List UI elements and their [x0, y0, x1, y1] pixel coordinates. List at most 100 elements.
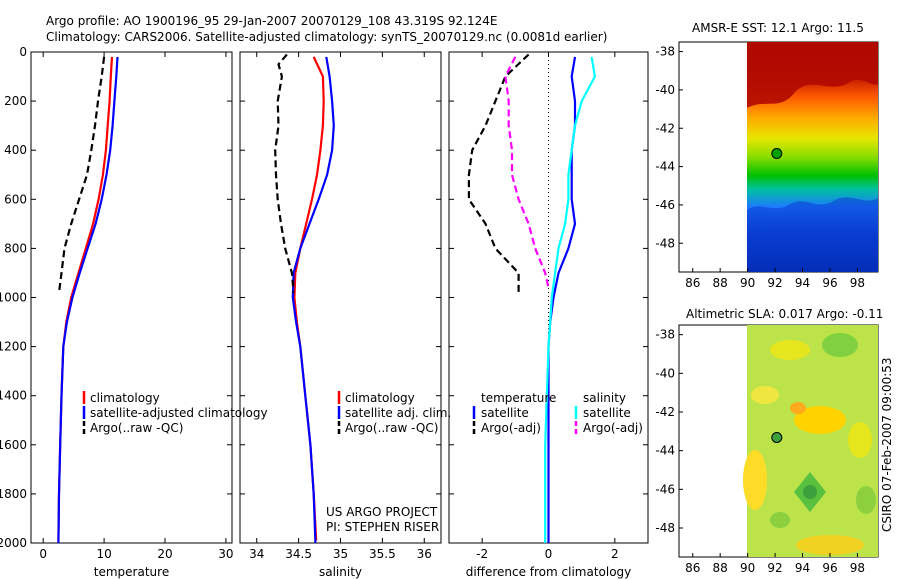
- legend-label-temp-argo: Argo(-adj): [481, 421, 541, 435]
- sla-blob: [770, 512, 790, 528]
- sla-blob: [794, 406, 846, 434]
- x-tick-label: 96: [822, 276, 837, 290]
- x-tick-label: 86: [685, 276, 700, 290]
- legend-label-argo: Argo(..raw -QC): [90, 421, 183, 435]
- x-tick-label: 20: [157, 547, 172, 561]
- x-tick-label: 0: [545, 547, 553, 561]
- x-tick-label: 98: [850, 561, 865, 575]
- salinity-panel: 34 34.5 35 35.5 36 salinity: [239, 51, 442, 579]
- x-tick-label: 36: [417, 547, 432, 561]
- sst-argo-marker: [771, 148, 783, 159]
- plot-frame: [239, 51, 442, 544]
- x-tick-label: 96: [822, 561, 837, 575]
- y-tick-label: -38: [655, 328, 675, 342]
- x-tick-label: 2: [611, 547, 619, 561]
- project-line2: PI: STEPHEN RISER: [326, 520, 439, 534]
- x-tick-label: 35.5: [369, 547, 396, 561]
- y-tick-label: 1000: [0, 291, 27, 305]
- sla-blob: [770, 340, 810, 360]
- sla-blob: [822, 333, 858, 357]
- y-tick-label: -40: [655, 83, 675, 97]
- header-line2: Climatology: CARS2006. Satellite-adjuste…: [46, 30, 607, 44]
- y-tick-label: -48: [655, 236, 675, 250]
- legend-label-satellite: satellite-adjusted climatology: [90, 406, 268, 420]
- salinity-legend: climatology satellite adj. clim. Argo(..…: [337, 391, 451, 435]
- y-tick-label: -42: [655, 405, 675, 419]
- sla-blob: [790, 402, 806, 414]
- sla-blob: [856, 486, 876, 514]
- x-tick-label: 88: [713, 561, 728, 575]
- y-tick-label: 800: [4, 241, 27, 255]
- y-tick-label: 1600: [0, 438, 27, 452]
- header-line1: Argo profile: AO 1900196_95 29-Jan-2007 …: [46, 14, 498, 28]
- sst-front-cold: [747, 197, 878, 272]
- y-tick-label: 1400: [0, 389, 27, 403]
- series-line: [57, 56, 114, 541]
- sla-blob: [743, 450, 767, 510]
- x-tick-label: 94: [795, 276, 810, 290]
- x-axis-label: salinity: [319, 565, 362, 579]
- y-tick-label: -42: [655, 121, 675, 135]
- sla-map-axes: 86 88 90 92 94 96 98 -38 -40 -42 -44 -46 -48: [655, 328, 865, 575]
- plot-frame: [30, 51, 233, 544]
- legend-group-salinity: salinity: [583, 391, 626, 405]
- x-tick-label: 86: [685, 561, 700, 575]
- x-axis-label: temperature: [94, 565, 169, 579]
- y-tick-label: -44: [655, 160, 675, 174]
- x-tick-label: 35: [333, 547, 348, 561]
- x-tick-label: 92: [767, 276, 782, 290]
- series-line: [291, 56, 335, 544]
- series-line: [544, 56, 597, 543]
- sst-map-title: AMSR-E SST: 12.1 Argo: 11.5: [692, 21, 864, 35]
- legend-label-satellite: satellite adj. clim.: [345, 406, 451, 420]
- sla-blob: [796, 535, 864, 555]
- y-tick-label: -40: [655, 366, 675, 380]
- difference-legend: temperature salinity satellite Argo(-adj…: [472, 391, 643, 435]
- difference-panel: -2 0 2 difference from climatology: [448, 51, 649, 579]
- sst-front-warm: [747, 42, 878, 108]
- legend-label-climatology: climatology: [90, 391, 160, 405]
- legend-label-climatology: climatology: [345, 391, 415, 405]
- y-tick-label: -46: [655, 482, 675, 496]
- x-tick-label: 90: [740, 276, 755, 290]
- y-tick-label: -46: [655, 198, 675, 212]
- x-tick-label: -2: [476, 547, 488, 561]
- y-tick-label: -44: [655, 444, 675, 458]
- y-tick-label: 400: [4, 143, 27, 157]
- series-line: [467, 53, 530, 293]
- series-line: [504, 56, 550, 288]
- y-tick-label: -38: [655, 45, 675, 59]
- series-line: [57, 56, 119, 544]
- series-line: [57, 56, 106, 293]
- legend-label-sal-argo: Argo(-adj): [583, 421, 643, 435]
- x-tick-label: 30: [218, 547, 233, 561]
- x-tick-label: 94: [795, 561, 810, 575]
- legend-label-sal-satellite: satellite: [583, 406, 631, 420]
- y-tick-label: 200: [4, 94, 27, 108]
- sla-anomalies: [743, 333, 876, 555]
- legend-label-temp-satellite: satellite: [481, 406, 529, 420]
- sla-map-title: Altimetric SLA: 0.017 Argo: -0.11: [686, 307, 883, 321]
- y-tick-label: -48: [655, 521, 675, 535]
- x-tick-label: 92: [767, 561, 782, 575]
- sla-eddy: [803, 485, 817, 499]
- legend-label-argo: Argo(..raw -QC): [345, 421, 438, 435]
- y-tick-label: 0: [19, 45, 27, 59]
- y-tick-label: 1200: [0, 340, 27, 354]
- y-tick-label: 2000: [0, 536, 27, 550]
- x-tick-label: 34.5: [285, 547, 312, 561]
- temperature-panel: 0 10 20 30 temperature 0 200 400 600 800 1000 1200 1…: [0, 45, 234, 579]
- series-line: [293, 56, 325, 541]
- x-tick-label: 0: [39, 547, 47, 561]
- x-tick-label: 34: [249, 547, 264, 561]
- series-line: [274, 53, 295, 293]
- sla-blob: [751, 386, 779, 404]
- sla-map: Altimetric SLA: 0.017 Argo: -0.11 86 88 90…: [655, 307, 883, 575]
- temperature-legend: climatology satellite-adjusted climatolo…: [82, 391, 268, 435]
- credit-text: CSIRO 07-Feb-2007 09:00:53: [880, 357, 894, 532]
- legend-group-temperature: temperature: [481, 391, 556, 405]
- y-tick-label: 600: [4, 192, 27, 206]
- sla-blob: [848, 422, 872, 458]
- sst-map: AMSR-E SST: 12.1 Argo: 11.5 86 88 90 92 94 96…: [655, 21, 879, 290]
